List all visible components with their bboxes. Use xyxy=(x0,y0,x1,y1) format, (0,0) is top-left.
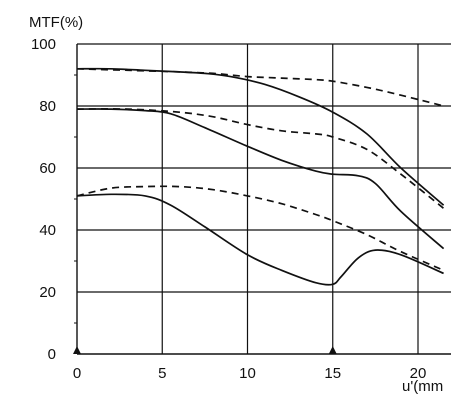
y-axis-title: MTF(%) xyxy=(29,14,83,31)
x-tick-label: 10 xyxy=(239,365,256,382)
y-tick-label: 100 xyxy=(31,36,56,53)
x-tick-label: 20 xyxy=(410,365,427,382)
x-tick-label: 0 xyxy=(73,365,81,382)
y-tick-label: 0 xyxy=(48,346,56,363)
mtf-curve-dashed xyxy=(76,185,444,272)
mtf-curve-dashed xyxy=(76,108,445,209)
series-lines xyxy=(76,67,445,286)
x-tick-label: 15 xyxy=(324,365,341,382)
position-marker-triangle xyxy=(73,346,81,354)
y-tick-label: 80 xyxy=(39,98,56,115)
y-tick-label: 20 xyxy=(39,284,56,301)
mtf-curve-dashed xyxy=(76,67,444,107)
tick-labels: 0 20 40 60 80 100 0 5 10 15 20 xyxy=(31,36,426,382)
y-tick-label: 60 xyxy=(39,160,56,177)
y-tick-label: 40 xyxy=(39,222,56,239)
grid-lines xyxy=(77,43,451,354)
axis-markers xyxy=(73,346,337,354)
x-axis-title: u'(mm xyxy=(402,378,443,395)
x-tick-label: 5 xyxy=(158,365,166,382)
mtf-curve-solid xyxy=(76,67,445,206)
position-marker-triangle xyxy=(328,346,337,354)
axes xyxy=(74,44,451,355)
mtf-curve-solid xyxy=(76,193,444,286)
mtf-curve-solid xyxy=(76,108,445,250)
